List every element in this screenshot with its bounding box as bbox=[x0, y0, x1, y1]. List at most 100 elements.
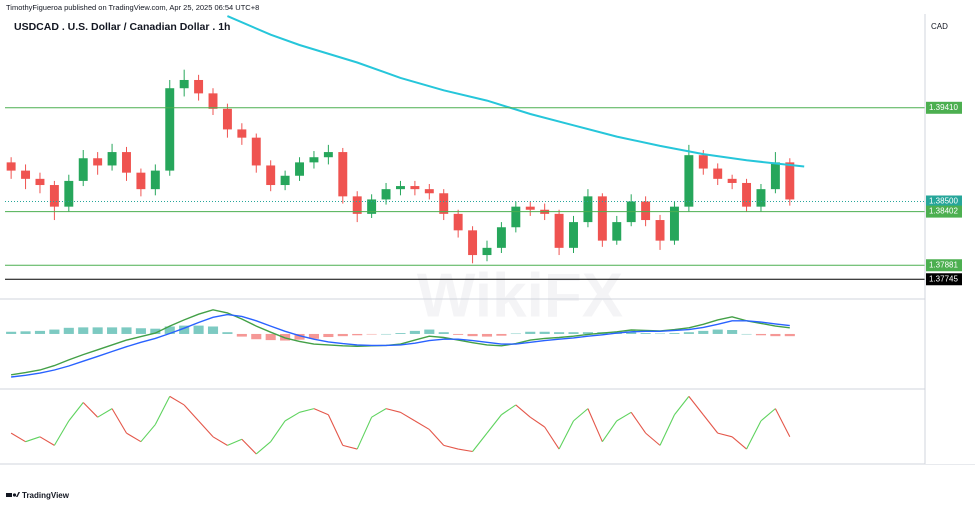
histogram-bar bbox=[784, 333, 795, 337]
candle-body bbox=[266, 165, 276, 186]
candle-body bbox=[396, 186, 405, 190]
histogram-bar bbox=[409, 330, 420, 334]
histogram-bar bbox=[49, 329, 60, 334]
candle-body bbox=[669, 206, 679, 241]
histogram-bar bbox=[467, 333, 478, 337]
candle-body bbox=[165, 88, 175, 171]
histogram-bar bbox=[207, 326, 219, 334]
histogram-bar bbox=[525, 331, 536, 334]
histogram-bar bbox=[727, 330, 738, 334]
candle-body bbox=[194, 79, 204, 94]
candle-body bbox=[93, 158, 103, 166]
candle-body bbox=[727, 178, 737, 183]
histogram-bar bbox=[712, 329, 723, 334]
histogram-bar bbox=[669, 333, 680, 334]
oscillator-segment bbox=[82, 402, 99, 418]
candle-body bbox=[6, 162, 16, 171]
histogram-bar bbox=[63, 327, 74, 334]
histogram-bar bbox=[121, 327, 132, 334]
candle-body bbox=[21, 170, 31, 179]
oscillator-segment bbox=[515, 404, 531, 418]
histogram-bar bbox=[554, 332, 565, 334]
candle-body bbox=[439, 193, 449, 214]
candle-body bbox=[222, 108, 232, 130]
oscillator-segment bbox=[356, 416, 373, 450]
price-level-label: 1.39410 bbox=[929, 103, 958, 112]
oscillator-segment bbox=[501, 404, 517, 416]
candle-body bbox=[49, 185, 59, 207]
histogram-bar bbox=[698, 330, 709, 334]
histogram-bar bbox=[539, 331, 550, 334]
oscillator-segment bbox=[313, 408, 329, 416]
histogram-bar bbox=[453, 333, 464, 335]
oscillator-segment bbox=[227, 438, 243, 446]
histogram-bar bbox=[265, 333, 276, 341]
candle-body bbox=[496, 227, 506, 248]
oscillator-segment bbox=[154, 396, 171, 425]
histogram-bar bbox=[395, 333, 406, 334]
candle-body bbox=[309, 157, 319, 163]
oscillator-segment bbox=[198, 420, 214, 438]
price-axis bbox=[925, 14, 975, 464]
currency: CAD bbox=[931, 22, 948, 31]
candle-body bbox=[569, 222, 578, 248]
oscillator-segment bbox=[385, 408, 401, 413]
candle-body bbox=[482, 247, 492, 256]
histogram-bar bbox=[626, 332, 637, 334]
histogram-bar bbox=[337, 333, 348, 337]
candle-body bbox=[237, 129, 247, 138]
histogram-bar bbox=[193, 325, 204, 334]
histogram-bar bbox=[568, 332, 579, 334]
histogram-bar bbox=[294, 333, 305, 340]
oscillator-segment bbox=[529, 416, 545, 428]
oscillator-segment bbox=[255, 441, 272, 455]
chart-title: USDCAD . U.S. Dollar / Canadian Dollar .… bbox=[14, 21, 230, 33]
oscillator-segment bbox=[702, 414, 719, 434]
histogram-bar bbox=[381, 333, 392, 335]
oscillator-segment bbox=[299, 408, 315, 413]
candle-body bbox=[424, 189, 434, 194]
oscillator-segment bbox=[616, 411, 632, 422]
oscillator-segment bbox=[169, 395, 185, 406]
oscillator-segment bbox=[327, 414, 344, 446]
histogram-bar bbox=[164, 326, 175, 334]
oscillator-segment bbox=[212, 436, 228, 446]
oscillator-segment bbox=[717, 432, 733, 438]
candle-body bbox=[64, 180, 74, 207]
candle-body bbox=[338, 152, 348, 197]
histogram-bar bbox=[640, 333, 651, 334]
candle-body bbox=[179, 79, 189, 89]
price-level-label: 1.37881 bbox=[929, 260, 958, 269]
price-level-box bbox=[926, 195, 962, 208]
candle-body bbox=[323, 152, 333, 158]
price-level-box bbox=[926, 273, 962, 286]
histogram-bar bbox=[438, 332, 449, 334]
oscillator-segment bbox=[140, 424, 156, 443]
oscillator-segment bbox=[25, 436, 41, 443]
oscillator-segment bbox=[688, 396, 704, 416]
oscillator-segment bbox=[544, 426, 560, 450]
histogram-bar bbox=[92, 327, 103, 334]
histogram-bar bbox=[78, 327, 89, 334]
histogram-bar bbox=[135, 328, 146, 334]
candle-body bbox=[698, 155, 708, 169]
oscillator-segment bbox=[601, 420, 618, 443]
oscillator-segment bbox=[428, 429, 445, 446]
oscillator-segment bbox=[645, 432, 661, 446]
candle-body bbox=[381, 189, 391, 200]
price-level-label: 1.38500 bbox=[929, 197, 958, 206]
macd-line bbox=[11, 313, 790, 378]
candle-body bbox=[107, 152, 117, 166]
oscillator-segment bbox=[573, 408, 589, 422]
watermark: WikiFX bbox=[417, 261, 623, 330]
candle-body bbox=[136, 172, 146, 190]
histogram-bar bbox=[6, 331, 17, 334]
candle-body bbox=[367, 199, 377, 214]
oscillator-segment bbox=[284, 411, 300, 422]
oscillator-segment bbox=[270, 420, 286, 443]
candle-body bbox=[352, 196, 362, 214]
oscillator-segment bbox=[472, 432, 488, 452]
price-level-box bbox=[926, 101, 962, 114]
